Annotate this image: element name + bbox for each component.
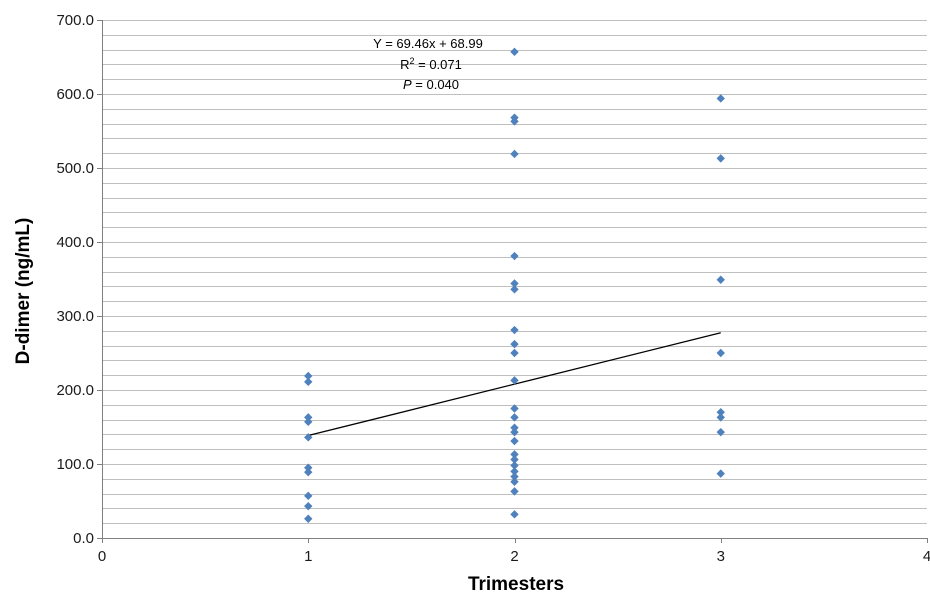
x-tick-label: 4 [923, 548, 930, 565]
data-point [510, 487, 519, 496]
data-point [716, 154, 725, 163]
y-tick-label: 300.0 [56, 308, 94, 325]
data-points [304, 47, 725, 523]
data-point [510, 467, 519, 476]
r-squared-label: R2 = 0.071 [400, 56, 462, 72]
data-point [510, 450, 519, 459]
data-point [510, 510, 519, 519]
data-point [304, 377, 313, 387]
data-point [510, 477, 519, 486]
data-point [716, 408, 725, 417]
y-tick-label: 700.0 [56, 12, 94, 29]
x-tick-label: 1 [304, 548, 312, 565]
y-tick-labels: 0.0 100.0 200.0 300.0 400.0 500.0 600.0 700.0 [56, 12, 94, 547]
data-point [304, 413, 313, 422]
data-point [510, 413, 519, 422]
x-tick-label: 0 [98, 548, 106, 565]
trendline-equation: Y = 69.46x + 68.99 [373, 36, 483, 51]
y-tick-label: 400.0 [56, 234, 94, 251]
y-tick-label: 0.0 [73, 530, 94, 547]
y-axis-title: D-dimer (ng/mL) [13, 218, 34, 365]
data-point [716, 348, 725, 358]
data-point [304, 514, 313, 523]
data-point [510, 117, 519, 126]
data-point [510, 339, 519, 349]
y-tick-label: 200.0 [56, 382, 94, 399]
r-squared-prefix: R [400, 57, 409, 72]
data-point [510, 325, 519, 335]
data-point [304, 501, 313, 511]
data-point [716, 427, 725, 437]
y-tick-label: 100.0 [56, 456, 94, 473]
x-tick-label: 3 [717, 548, 725, 565]
gridlines [102, 20, 927, 524]
x-axis-title: Trimesters [468, 574, 564, 595]
r-squared-superscript: 2 [410, 56, 415, 66]
data-point [510, 436, 519, 446]
data-point [510, 376, 519, 385]
data-point [510, 251, 519, 261]
data-point [510, 285, 519, 294]
axes [97, 20, 928, 543]
data-point [304, 491, 313, 501]
data-point [510, 461, 519, 470]
data-point [304, 467, 313, 477]
data-point [510, 149, 519, 159]
x-tick-label: 2 [510, 548, 518, 565]
p-value-label: P = 0.040 [403, 77, 459, 92]
p-value-prefix: P [403, 77, 412, 92]
y-tick-label: 500.0 [56, 160, 94, 177]
data-point [716, 469, 725, 478]
data-point [510, 427, 519, 437]
data-point [716, 94, 725, 103]
data-point [304, 463, 313, 472]
data-point [510, 455, 519, 464]
data-point [304, 417, 313, 427]
data-point [304, 433, 313, 442]
r-squared-value: = 0.071 [415, 57, 462, 72]
data-point [716, 413, 725, 422]
data-point [510, 279, 519, 288]
x-tick-labels: 0 1 2 3 4 [98, 548, 930, 565]
data-point [510, 348, 519, 358]
data-point [716, 275, 725, 284]
y-tick-label: 600.0 [56, 86, 94, 103]
p-value-value: = 0.040 [412, 77, 459, 92]
data-point [510, 47, 519, 57]
data-point [304, 371, 313, 381]
data-point [510, 472, 519, 481]
data-point [510, 404, 519, 413]
data-point [510, 423, 519, 432]
